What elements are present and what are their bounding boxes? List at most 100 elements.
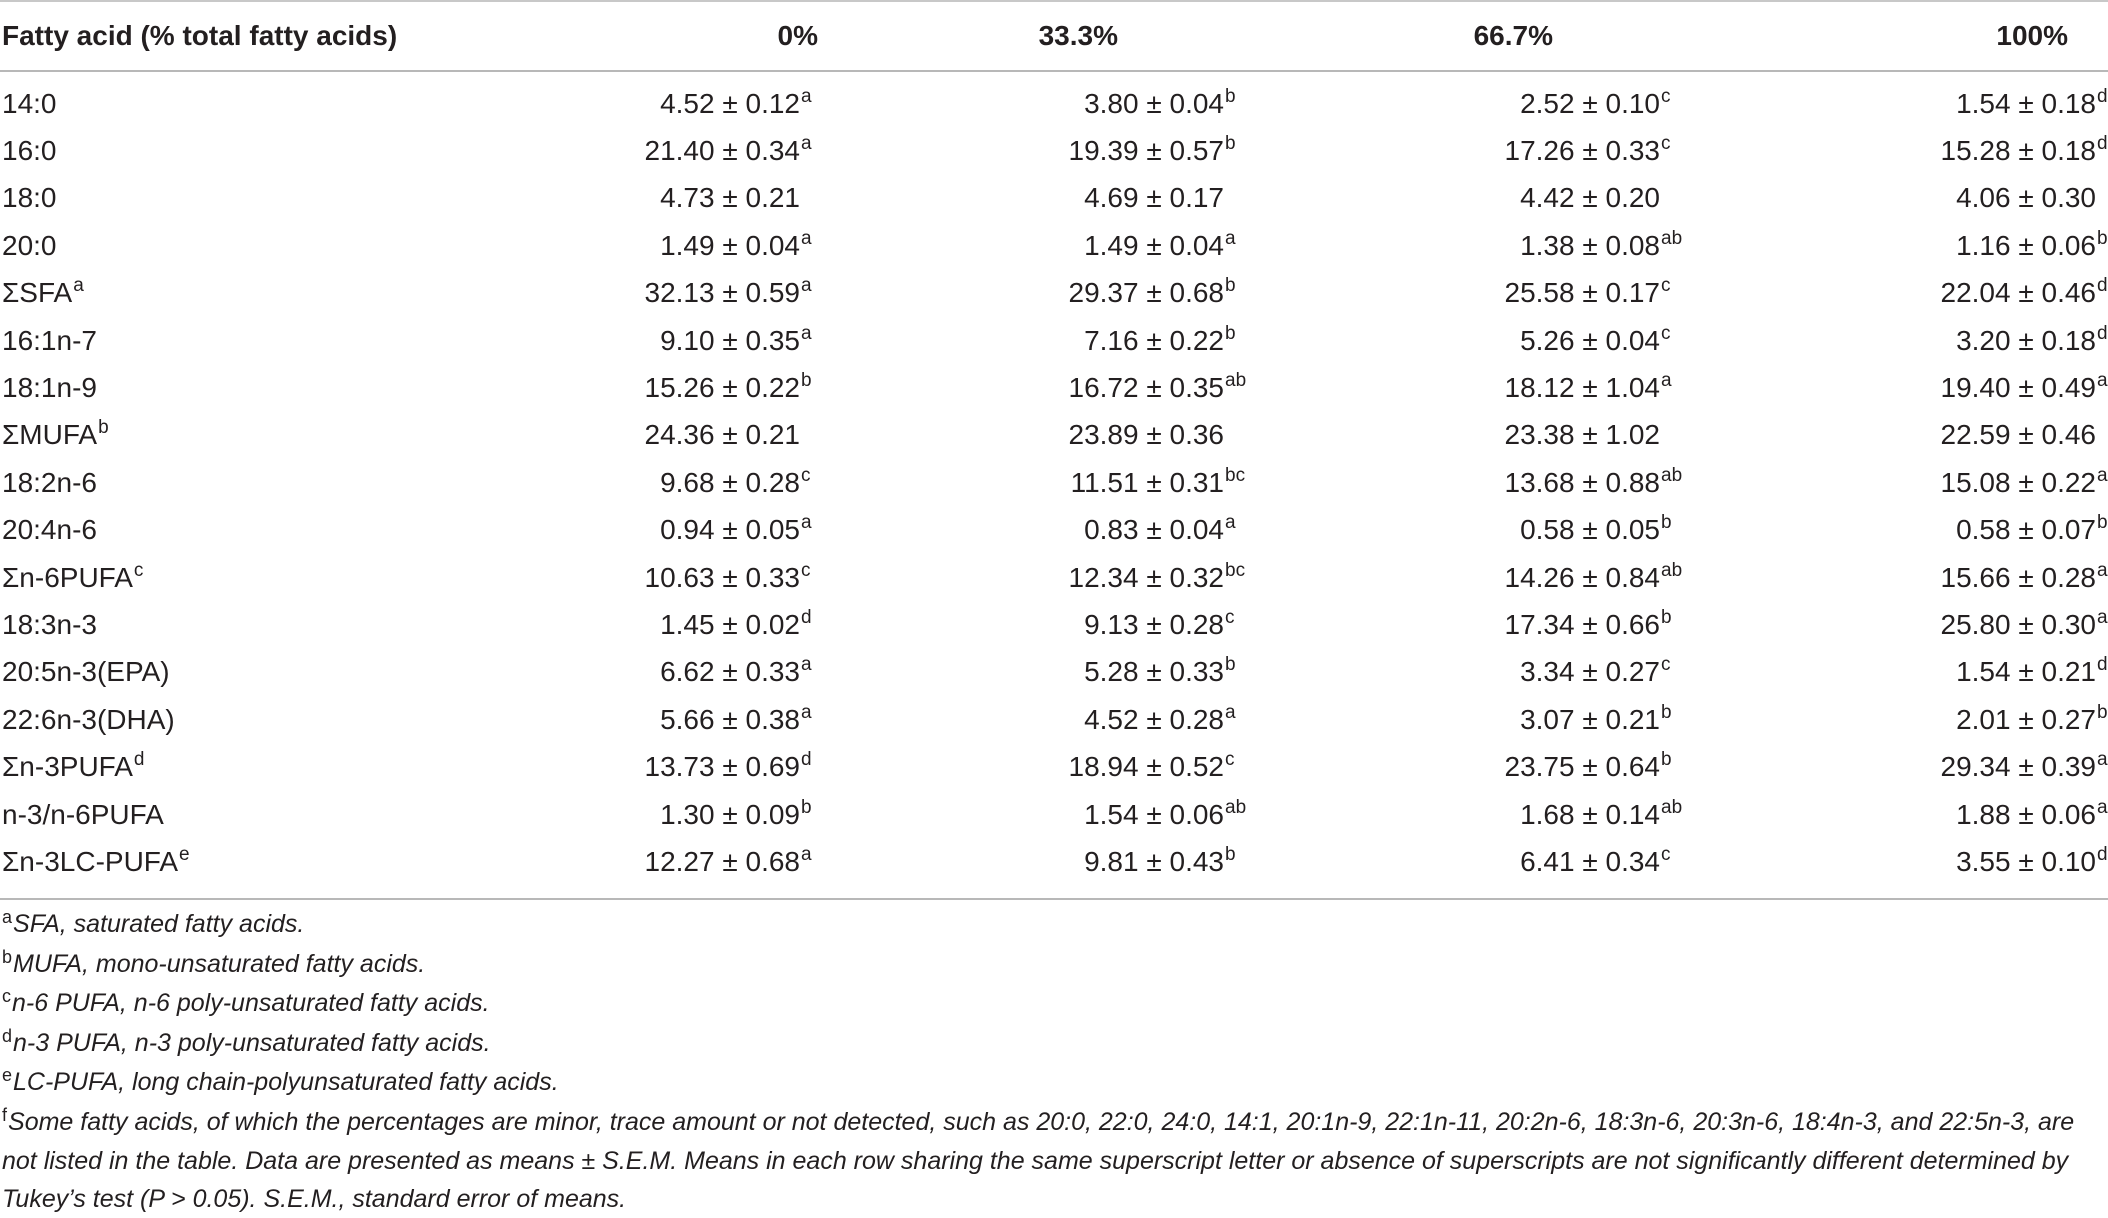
value-box: 4.52 ± 0.28a bbox=[1084, 704, 1224, 736]
mean-sem-value: 1.49 ± 0.04 bbox=[1084, 230, 1224, 261]
footnote-text: LC-PUFA, long chain-polyunsaturated fatt… bbox=[13, 1068, 559, 1096]
value-box: 13.73 ± 0.69d bbox=[645, 751, 801, 783]
value-cell: 1.54 ± 0.18d bbox=[1688, 72, 2108, 127]
footnote-text: Some fatty acids, of which the percentag… bbox=[2, 1108, 2074, 1213]
mean-sem-value: 25.80 ± 0.30 bbox=[1941, 609, 2097, 640]
value-box: 18.12 ± 1.04a bbox=[1505, 372, 1661, 404]
value-box: 1.16 ± 0.06b bbox=[1956, 230, 2096, 262]
mean-sem-value: 1.30 ± 0.09 bbox=[660, 799, 800, 830]
fatty-acid-name: 20:5n-3(EPA) bbox=[0, 649, 560, 696]
mean-sem-value: 9.68 ± 0.28 bbox=[660, 467, 800, 498]
mean-sem-value: 17.34 ± 0.66 bbox=[1505, 609, 1661, 640]
mean-sem-value: 5.28 ± 0.33 bbox=[1084, 656, 1224, 687]
fatty-acid-name: 18:2n-6 bbox=[0, 459, 560, 506]
significance-letter: ab bbox=[1661, 465, 1682, 486]
value-box: 25.80 ± 0.30a bbox=[1941, 609, 2097, 641]
significance-letter: d bbox=[801, 607, 812, 628]
value-box: 3.34 ± 0.27c bbox=[1520, 656, 1660, 688]
value-cell: 24.36 ± 0.21 bbox=[560, 412, 828, 459]
value-box: 17.26 ± 0.33c bbox=[1505, 135, 1661, 167]
significance-letter: d bbox=[2097, 654, 2108, 675]
value-cell: 1.68 ± 0.14ab bbox=[1268, 791, 1688, 838]
significance-letter: c bbox=[1661, 86, 1671, 107]
value-box: 29.37 ± 0.68b bbox=[1069, 277, 1225, 309]
value-cell: 4.73 ± 0.21 bbox=[560, 175, 828, 222]
column-header-33pct: 33.3% bbox=[828, 0, 1268, 72]
value-box: 1.45 ± 0.02d bbox=[660, 609, 800, 641]
significance-letter: a bbox=[801, 228, 812, 249]
value-cell: 1.45 ± 0.02d bbox=[560, 601, 828, 648]
value-box: 3.20 ± 0.18d bbox=[1956, 325, 2096, 357]
mean-sem-value: 1.54 ± 0.21 bbox=[1956, 656, 2096, 687]
value-cell: 9.10 ± 0.35a bbox=[560, 317, 828, 364]
value-cell: 0.94 ± 0.05a bbox=[560, 507, 828, 554]
value-cell: 2.01 ± 0.27b bbox=[1688, 696, 2108, 743]
value-cell: 23.89 ± 0.36 bbox=[828, 412, 1268, 459]
table-row: 20:5n-3(EPA) 6.62 ± 0.33a 5.28 ± 0.33b 3.34… bbox=[0, 649, 2108, 696]
fatty-acid-name: 14:0 bbox=[0, 72, 560, 127]
value-cell: 13.73 ± 0.69d bbox=[560, 743, 828, 790]
value-box: 17.34 ± 0.66b bbox=[1505, 609, 1661, 641]
value-cell: 15.66 ± 0.28a bbox=[1688, 554, 2108, 601]
footnote-text: n-3 PUFA, n-3 poly-unsaturated fatty aci… bbox=[13, 1029, 491, 1057]
mean-sem-value: 29.34 ± 0.39 bbox=[1941, 751, 2097, 782]
value-cell: 5.28 ± 0.33b bbox=[828, 649, 1268, 696]
fatty-acid-name-text: Σn-3PUFA bbox=[2, 751, 133, 782]
value-box: 3.55 ± 0.10d bbox=[1956, 846, 2096, 878]
fatty-acid-name-text: Σn-6PUFA bbox=[2, 562, 133, 593]
value-cell: 32.13 ± 0.59a bbox=[560, 270, 828, 317]
value-box: 15.66 ± 0.28a bbox=[1941, 562, 2097, 594]
significance-letter: a bbox=[801, 654, 812, 675]
footnote-mark: f bbox=[2, 1105, 7, 1125]
mean-sem-value: 6.62 ± 0.33 bbox=[660, 656, 800, 687]
mean-sem-value: 15.28 ± 0.18 bbox=[1941, 135, 2097, 166]
significance-letter: b bbox=[1225, 323, 1236, 344]
significance-letter: d bbox=[2097, 323, 2108, 344]
value-box: 6.62 ± 0.33a bbox=[660, 656, 800, 688]
significance-letter: b bbox=[1661, 512, 1672, 533]
value-box: 1.49 ± 0.04a bbox=[1084, 230, 1224, 262]
value-cell: 5.66 ± 0.38a bbox=[560, 696, 828, 743]
value-box: 22.59 ± 0.46 bbox=[1941, 419, 2097, 451]
footnote-text: SFA, saturated fatty acids. bbox=[13, 910, 304, 938]
footnote-text: n-6 PUFA, n-6 poly-unsaturated fatty aci… bbox=[12, 989, 490, 1017]
value-box: 23.89 ± 0.36 bbox=[1069, 419, 1225, 451]
significance-letter: b bbox=[1225, 844, 1236, 865]
mean-sem-value: 1.88 ± 0.06 bbox=[1956, 799, 2096, 830]
mean-sem-value: 7.16 ± 0.22 bbox=[1084, 325, 1224, 356]
mean-sem-value: 1.54 ± 0.06 bbox=[1084, 799, 1224, 830]
footnote: eLC-PUFA, long chain-polyunsaturated fat… bbox=[0, 1064, 2108, 1104]
value-cell: 1.54 ± 0.06ab bbox=[828, 791, 1268, 838]
significance-letter: ab bbox=[1661, 797, 1682, 818]
value-cell: 18.12 ± 1.04a bbox=[1268, 364, 1688, 411]
significance-letter: b bbox=[801, 370, 812, 391]
value-cell: 2.52 ± 0.10c bbox=[1268, 72, 1688, 127]
significance-letter: ab bbox=[1661, 560, 1682, 581]
value-cell: 15.08 ± 0.22a bbox=[1688, 459, 2108, 506]
value-cell: 0.58 ± 0.07b bbox=[1688, 507, 2108, 554]
mean-sem-value: 29.37 ± 0.68 bbox=[1069, 277, 1225, 308]
value-box: 23.38 ± 1.02 bbox=[1505, 419, 1661, 451]
fatty-acid-name-text: 14:0 bbox=[2, 88, 57, 119]
mean-sem-value: 22.59 ± 0.46 bbox=[1941, 419, 2097, 450]
value-cell: 22.04 ± 0.46d bbox=[1688, 270, 2108, 317]
significance-letter: b bbox=[1225, 654, 1236, 675]
mean-sem-value: 3.07 ± 0.21 bbox=[1520, 704, 1660, 735]
value-box: 11.51 ± 0.31bc bbox=[1071, 467, 1224, 499]
value-cell: 9.81 ± 0.43b bbox=[828, 838, 1268, 885]
value-cell: 12.27 ± 0.68a bbox=[560, 838, 828, 885]
mean-sem-value: 18.94 ± 0.52 bbox=[1069, 751, 1225, 782]
significance-letter: b bbox=[1225, 86, 1236, 107]
significance-letter: c bbox=[1661, 844, 1671, 865]
footnote-mark: c bbox=[2, 986, 11, 1006]
value-cell: 23.38 ± 1.02 bbox=[1268, 412, 1688, 459]
mean-sem-value: 5.26 ± 0.04 bbox=[1520, 325, 1660, 356]
fatty-acid-name-text: n-3/n-6PUFA bbox=[2, 799, 164, 830]
value-box: 5.66 ± 0.38a bbox=[660, 704, 800, 736]
mean-sem-value: 6.41 ± 0.34 bbox=[1520, 846, 1660, 877]
